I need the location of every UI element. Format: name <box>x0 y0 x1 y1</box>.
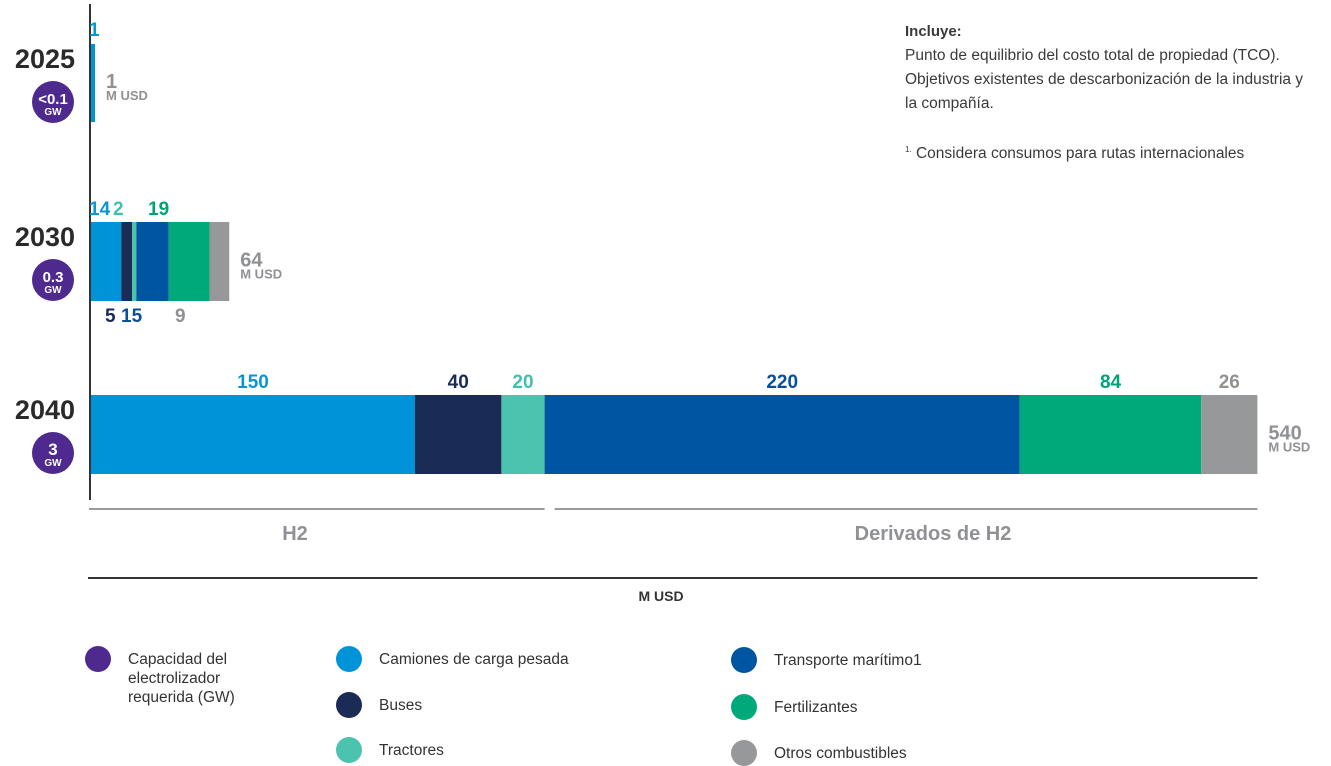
total-value: 540 <box>1268 423 1301 445</box>
value-label: 2 <box>113 199 124 220</box>
year-label: 2030 <box>15 222 75 252</box>
bar-segment-tractores-2040 <box>501 395 545 474</box>
value-label: 84 <box>1100 372 1122 393</box>
legend-item-tractores: Tractores <box>336 737 444 763</box>
bar-segment-fertilizantes-2030 <box>168 222 210 301</box>
bar-segment-transporte-maritimo1-2040 <box>544 395 1020 474</box>
legend-item-otros: Otros combustibles <box>731 740 907 766</box>
bar-segment-otros-combustibles-2030 <box>209 222 230 301</box>
value-label: 5 <box>105 306 116 327</box>
total-unit: M USD <box>1268 440 1310 455</box>
year-label: 2025 <box>15 44 75 74</box>
value-label: 40 <box>448 372 469 393</box>
value-label: 26 <box>1219 372 1240 393</box>
legend-item-maritimo: Transporte marítimo1 <box>731 647 922 673</box>
legend-label: Fertilizantes <box>774 699 858 716</box>
year-label: 2040 <box>15 395 75 425</box>
total-value: 1 <box>106 71 117 93</box>
legend-dot-icon <box>336 692 362 718</box>
bar-segment-camiones-de-carga-pesada-2040 <box>91 395 415 474</box>
legend-label: Transporte marítimo1 <box>774 652 922 669</box>
group-label: Derivados de H2 <box>855 523 1012 545</box>
legend-dot-icon <box>731 694 757 720</box>
group-label: H2 <box>282 523 308 545</box>
total-value: 64 <box>240 250 263 272</box>
value-label: 15 <box>121 306 143 327</box>
legend-label: Buses <box>379 697 423 714</box>
bar-segment-buses-2030 <box>121 222 133 301</box>
bar-segment-buses-2040 <box>415 395 502 474</box>
footnote-marker: 1. <box>905 145 912 154</box>
capacity-value: 3 <box>48 440 57 459</box>
note-line-1: Punto de equilibrio del costo total de p… <box>905 47 1280 64</box>
value-label: 14 <box>89 199 111 220</box>
capacity-circle <box>32 432 74 474</box>
capacity-value: 0.3 <box>43 269 64 286</box>
bar-segment-transporte-maritimo1-2030 <box>136 222 169 301</box>
capacity-value: <0.1 <box>38 91 68 108</box>
capacity-circle <box>32 259 74 301</box>
note-line-2: Objetivos existentes de descarbonización… <box>905 71 1304 112</box>
total-unit: M USD <box>106 88 148 103</box>
value-label: 1 <box>89 20 100 41</box>
legend-item-camiones: Camiones de carga pesada <box>336 646 569 672</box>
value-label: 150 <box>237 372 269 393</box>
bar-segment-fertilizantes-2040 <box>1019 395 1202 474</box>
legend-dot-icon <box>731 740 757 766</box>
footnote-text: Considera consumos para rutas internacio… <box>915 145 1245 163</box>
value-label: 9 <box>175 306 186 327</box>
legend-dot-icon <box>336 646 362 672</box>
value-label: 220 <box>766 372 798 393</box>
capacity-unit: GW <box>44 458 62 469</box>
value-label: 20 <box>512 372 533 393</box>
legend-label-capacity: Capacidad del electrolizador requerida (… <box>128 651 235 706</box>
legend-label: Tractores <box>379 742 444 759</box>
legend-dot-icon <box>731 647 757 673</box>
note-title: Incluye: <box>905 23 962 40</box>
value-label: 19 <box>148 199 169 220</box>
legend-item-fertilizantes: Fertilizantes <box>731 694 858 720</box>
capacity-unit: GW <box>44 285 62 296</box>
bar-segment-tractores-2030 <box>132 222 137 301</box>
note-box: Incluye: Punto de equilibrio del costo t… <box>905 20 1305 166</box>
legend-item-capacity: Capacidad del electrolizador requerida (… <box>85 646 255 707</box>
total-unit: M USD <box>240 267 282 282</box>
legend-label: Otros combustibles <box>774 745 907 762</box>
capacity-unit: GW <box>44 107 62 118</box>
x-axis-unit-label: M USD <box>638 588 683 604</box>
capacity-dot-icon <box>85 646 111 672</box>
legend-item-buses: Buses <box>336 692 423 718</box>
bar-segment-otros-combustibles-2040 <box>1201 395 1258 474</box>
bar-segment-camiones-de-carga-pesada-2025 <box>91 44 95 122</box>
legend-label: Camiones de carga pesada <box>379 651 569 668</box>
capacity-circle <box>32 81 74 123</box>
bar-segment-camiones-de-carga-pesada-2030 <box>91 222 122 301</box>
note-footnote: 1. Considera consumos para rutas interna… <box>905 138 1305 166</box>
legend-dot-icon <box>336 737 362 763</box>
